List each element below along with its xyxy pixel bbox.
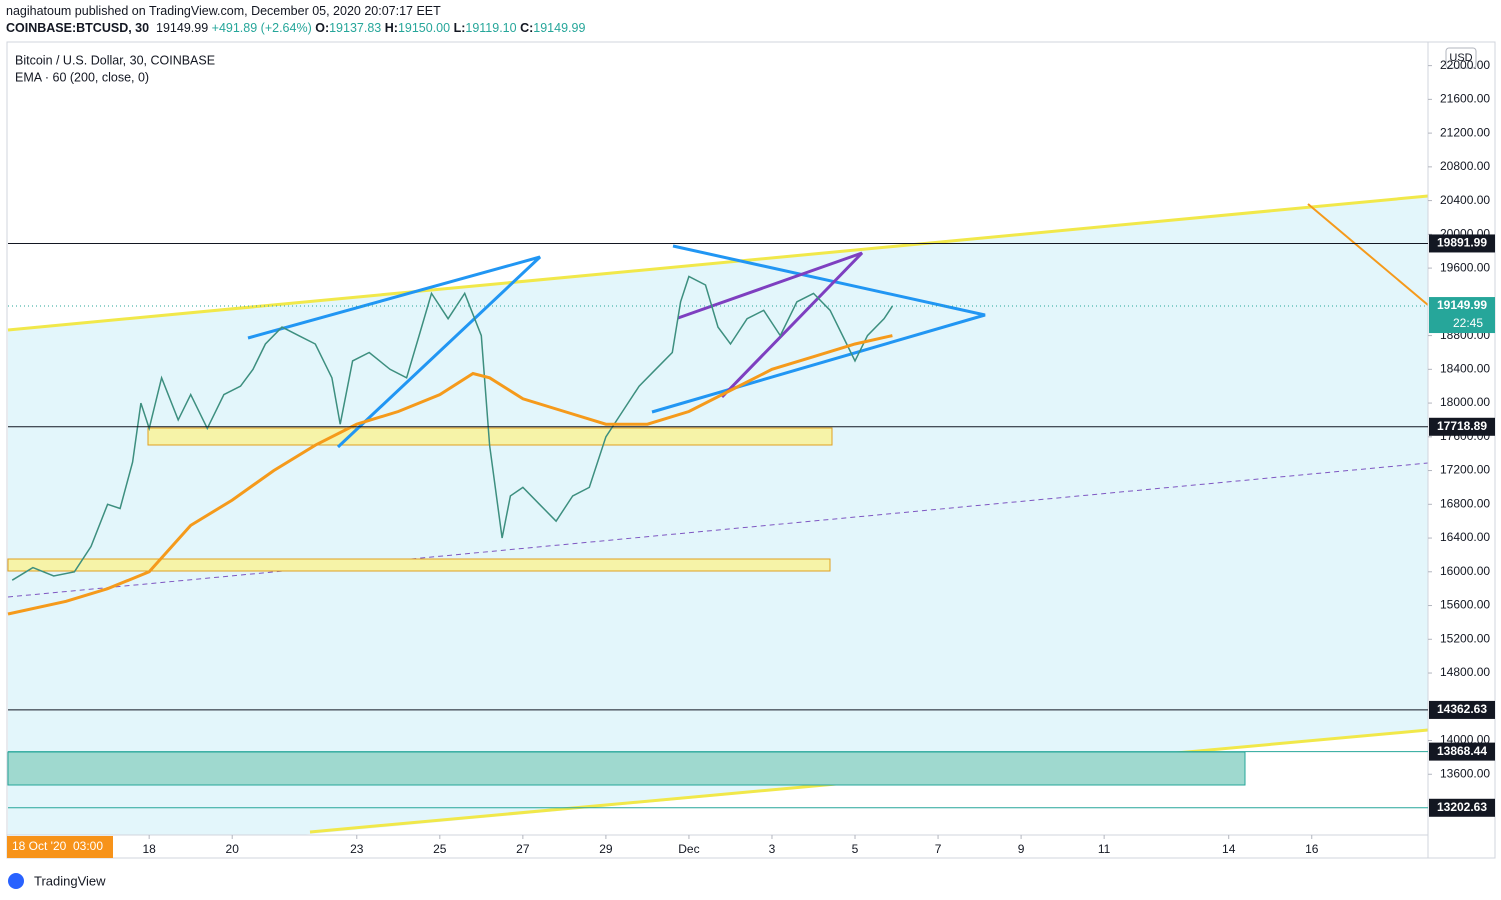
x-tick-label: 20 [226,842,240,856]
series-line [11,275,894,581]
brand-name: TradingView [34,873,106,888]
currency: USD [1449,52,1472,64]
publisher: nagihatoum published on TradingView.com,… [6,4,441,18]
wedge [677,251,864,399]
y-tick-label: 16400.00 [1440,530,1490,544]
level-label: 13868.44 [1437,744,1487,758]
wedge [247,255,542,449]
y-tick-label: 18400.00 [1440,361,1490,375]
y-tick-label: 20800.00 [1440,159,1490,173]
y-tick-label: 16000.00 [1440,564,1490,578]
change: +491.89 (+2.64%) [211,21,312,35]
level-box [1429,417,1495,436]
indicator: EMA · 60 (200, close, 0) [15,70,149,84]
level-label: 17718.89 [1437,419,1487,433]
x-tick-label: 25 [433,842,447,856]
level-box [1429,234,1495,253]
y-tick-label: 19600.00 [1440,260,1490,274]
level-label: 14362.63 [1437,702,1487,716]
zone [7,751,1246,786]
c: C: [520,21,534,35]
channel-fill [8,196,1428,835]
currency-box [1445,47,1477,69]
brand: TradingView [8,873,106,889]
level-box [1429,700,1495,719]
y-tick-label: 14800.00 [1440,665,1490,679]
projection [1307,203,1429,306]
x-tick-label: 18 [142,842,156,856]
triangle [651,244,986,414]
close: 19149.99 [533,21,586,35]
x-tick-label: 11 [1098,842,1111,856]
l: L: [453,21,466,35]
y-tick-label: 15600.00 [1440,598,1490,612]
h: H: [384,21,398,35]
countdown: 22:45 [1453,316,1483,330]
x-tick-label: 27 [516,842,530,856]
last-price-label: 19149.99 [1437,298,1487,312]
cursor-box [7,836,113,858]
last-price-box [1429,297,1495,334]
y-tick-label: 15200.00 [1440,631,1490,645]
drawings [7,194,1429,835]
x-tick-label: 14 [1222,842,1236,856]
y-tick-label: 20400.00 [1440,193,1490,207]
y-tick-label: 18000.00 [1440,395,1490,409]
low: 19119.10 [465,21,517,35]
y-tick-label: 17200.00 [1440,463,1490,477]
y-tick-label: 21600.00 [1440,92,1490,106]
level-box [1429,742,1495,761]
y-tick-label: 16800.00 [1440,496,1490,510]
mid-line [7,462,1429,598]
level-box [1429,798,1495,817]
frame [6,41,1496,859]
brand-logo [8,873,24,889]
level-label: 13202.63 [1437,800,1487,814]
chart-title: Bitcoin / U.S. Dollar, 30, COINBASE [15,53,215,67]
y-tick-label: 22000.00 [1440,58,1490,72]
o: O: [315,21,330,35]
x-tick-label: 29 [599,842,613,856]
series-line [7,334,893,616]
chart: USD Bitcoin / U.S. Dollar, 30, COINBASE … [6,41,1496,889]
zone [7,558,831,572]
x-tick-label: 3 [769,842,776,856]
y-tick-label: 13600.00 [1440,766,1490,780]
x-tick-label: 5 [852,842,859,856]
x-tick-label: 9 [1018,842,1025,856]
level-label: 19891.99 [1437,236,1487,250]
high: 19150.00 [397,21,451,35]
y-tick-label: 21200.00 [1440,125,1490,139]
symbol: COINBASE:BTCUSD, 30 [6,21,150,35]
x-tick-label: Dec [678,842,699,856]
quote-line: COINBASE:BTCUSD, 30 19149.99 +491.89 (+2… [6,21,585,35]
x-tick-label: 23 [350,842,364,856]
x-tick-label: 7 [935,842,942,856]
cursor-label: 18 Oct '20 03:00 [12,839,103,853]
header: nagihatoum published on TradingView.com,… [6,4,441,18]
plot: 22000.00 21600.00 21200.00 20800.00 20400.00… [7,58,1495,856]
price: 19149.99 [156,21,209,35]
x-tick-label: 16 [1305,842,1319,856]
channel-top [7,194,1429,332]
open: 19137.83 [329,21,382,35]
